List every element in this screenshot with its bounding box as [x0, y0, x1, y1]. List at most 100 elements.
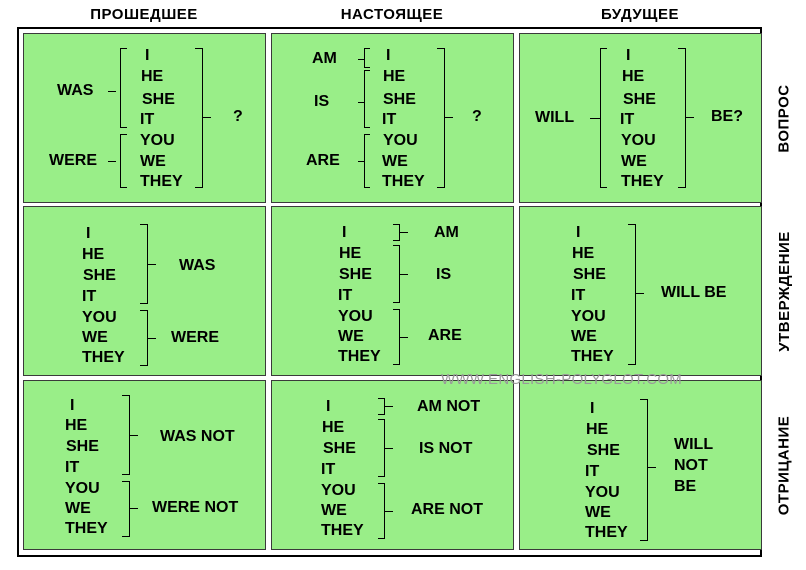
cell-future-negative: I HE SHE IT YOU WE THEY WILL NOT BE: [519, 380, 762, 550]
verb-will: WILL: [535, 109, 575, 126]
verb-will: WILL: [674, 436, 714, 453]
pronoun-we: WE: [82, 329, 108, 346]
bracket-right: [122, 395, 130, 475]
pronoun-they: THEY: [621, 173, 664, 190]
bracket-right: [640, 399, 648, 541]
pronoun-he: HE: [65, 417, 88, 434]
bracket-right: [122, 481, 130, 537]
tick: [108, 91, 116, 92]
pronoun-it: IT: [382, 111, 397, 128]
bracket-right: [378, 419, 385, 477]
pronoun-he: HE: [586, 421, 609, 438]
pronoun-we: WE: [321, 502, 347, 519]
pronoun-they: THEY: [82, 349, 125, 366]
pronoun-i: I: [626, 47, 631, 64]
pronoun-they: THEY: [585, 524, 628, 541]
bracket-right: [140, 310, 148, 366]
pronoun-it: IT: [321, 461, 336, 478]
bracket-right: [140, 224, 148, 304]
pronoun-it: IT: [620, 111, 635, 128]
cell-past-affirmative: I HE SHE IT YOU WE THEY WAS WERE: [23, 206, 266, 376]
verb-be: BE: [674, 478, 697, 495]
pronoun-i: I: [386, 47, 391, 64]
pronoun-he: HE: [383, 68, 406, 85]
pronoun-it: IT: [571, 287, 586, 304]
pronoun-you: YOU: [383, 132, 418, 149]
pronoun-she: SHE: [323, 440, 356, 457]
verb-was-not: WAS NOT: [160, 428, 235, 445]
pronoun-he: HE: [82, 246, 105, 263]
bracket-left: [120, 134, 127, 188]
tick: [358, 59, 364, 60]
verb-are-not: ARE NOT: [411, 501, 483, 518]
bracket-left: [600, 48, 607, 188]
pronoun-she: SHE: [383, 91, 416, 108]
verb-am: AM: [312, 50, 337, 67]
tick: [686, 117, 694, 118]
bracket-left: [364, 70, 370, 128]
bracket-right: [378, 398, 385, 415]
pronoun-he: HE: [322, 419, 345, 436]
bracket-left: [364, 48, 370, 68]
watermark: WWW.ENGLISH-POLYGLOT.COM: [441, 371, 683, 388]
tick: [130, 508, 138, 509]
tick: [400, 337, 408, 338]
tick: [648, 467, 656, 468]
pronoun-they: THEY: [65, 520, 108, 537]
pronoun-he: HE: [141, 68, 164, 85]
tick: [385, 511, 393, 512]
tick: [148, 338, 156, 339]
pronoun-it: IT: [140, 111, 155, 128]
pronoun-you: YOU: [65, 480, 100, 497]
tick: [203, 117, 211, 118]
cell-future-affirmative: I HE SHE IT YOU WE THEY WILL BE: [519, 206, 762, 376]
verb-not: NOT: [674, 457, 708, 474]
pronoun-we: WE: [140, 153, 166, 170]
tick: [400, 232, 408, 233]
bracket-left: [364, 134, 370, 188]
verb-are: ARE: [428, 327, 462, 344]
column-header-present: НАСТОЯЩЕЕ: [340, 6, 444, 23]
pronoun-she: SHE: [623, 91, 656, 108]
row-header-affirmative: УТВЕРЖДЕНИЕ: [771, 206, 797, 376]
verb-is-not: IS NOT: [419, 440, 473, 457]
verb-were-not: WERE NOT: [152, 499, 239, 516]
bracket-right: [393, 224, 400, 241]
pronoun-she: SHE: [66, 438, 99, 455]
pronoun-they: THEY: [382, 173, 425, 190]
tick: [445, 117, 453, 118]
verb-are: ARE: [306, 152, 340, 169]
pronoun-he: HE: [572, 245, 595, 262]
bracket-right: [393, 309, 400, 365]
tick: [636, 293, 644, 294]
verb-were: WERE: [171, 329, 219, 346]
pronoun-it: IT: [338, 287, 353, 304]
bracket-right: [437, 48, 445, 188]
verb-be-question: BE?: [711, 108, 743, 125]
pronoun-i: I: [326, 398, 331, 415]
pronoun-it: IT: [82, 288, 97, 305]
cell-past-question: WAS WERE I HE SHE IT YOU WE THEY ?: [23, 33, 266, 203]
pronoun-you: YOU: [571, 308, 606, 325]
cell-present-question: AM IS ARE I HE SHE IT YOU WE THEY ?: [271, 33, 514, 203]
pronoun-they: THEY: [140, 173, 183, 190]
verb-am-not: AM NOT: [417, 398, 481, 415]
pronoun-you: YOU: [321, 482, 356, 499]
row-header-affirmative-label: УТВЕРЖДЕНИЕ: [775, 230, 793, 352]
pronoun-we: WE: [571, 328, 597, 345]
row-header-negative: ОТРИЦАНИЕ: [771, 380, 797, 550]
pronoun-they: THEY: [338, 348, 381, 365]
pronoun-we: WE: [382, 153, 408, 170]
bracket-right: [378, 483, 385, 539]
tick: [385, 448, 393, 449]
cell-future-question: WILL I HE SHE IT YOU WE THEY BE?: [519, 33, 762, 203]
pronoun-you: YOU: [338, 308, 373, 325]
verb-am: AM: [434, 224, 459, 241]
pronoun-it: IT: [65, 459, 80, 476]
verb-was: WAS: [179, 257, 216, 274]
pronoun-i: I: [342, 224, 347, 241]
pronoun-he: HE: [339, 245, 362, 262]
tick: [385, 406, 393, 407]
pronoun-you: YOU: [621, 132, 656, 149]
pronoun-we: WE: [65, 500, 91, 517]
